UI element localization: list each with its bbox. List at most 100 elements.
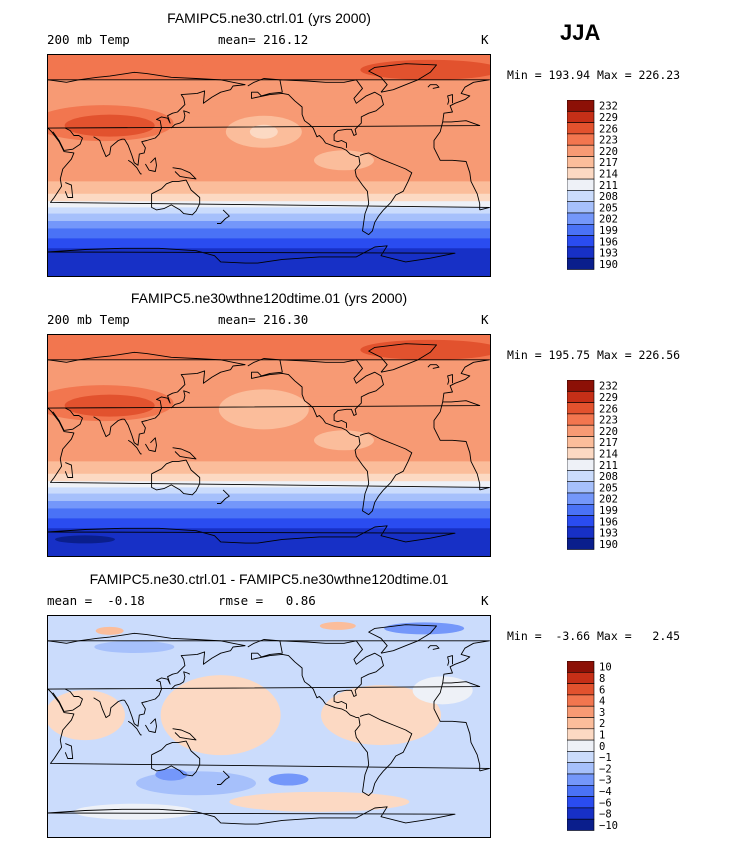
panel-title: FAMIPC5.ne30.ctrl.01 - FAMIPC5.ne30wthne…	[89, 571, 449, 587]
coastline	[93, 136, 125, 158]
coastline	[447, 94, 453, 105]
colorbar-tick-label: 232	[599, 381, 618, 393]
contour-band	[48, 238, 490, 249]
contour-region	[229, 791, 410, 812]
contour-band	[48, 487, 490, 495]
map-plot	[47, 54, 491, 277]
coastline	[354, 713, 413, 797]
coastline	[172, 447, 197, 460]
coastline	[64, 462, 74, 478]
colorbar-tick-label: 226	[599, 123, 618, 135]
colorbar-tick-label: −2	[599, 763, 612, 775]
contour-region	[319, 621, 356, 630]
colorbar-tick-label: 202	[599, 214, 618, 226]
coastline	[354, 152, 413, 236]
colorbar-tick-label: 199	[599, 505, 618, 517]
units-label: K	[481, 593, 489, 608]
contour-region	[249, 124, 278, 139]
coastline	[127, 439, 142, 455]
coastline	[427, 645, 440, 650]
colorbar-swatch	[566, 246, 595, 259]
contour-region	[64, 339, 205, 356]
contour-region	[64, 114, 155, 137]
coastline	[48, 407, 490, 491]
colorbar-swatch	[566, 796, 595, 809]
colorbar-tick-label: 214	[599, 168, 618, 180]
colorbar-swatch	[566, 762, 595, 775]
panel-difference: FAMIPC5.ne30.ctrl.01 - FAMIPC5.ne30wthne…	[0, 571, 733, 853]
coastline	[427, 84, 440, 89]
mean-label: mean= 216.12	[218, 32, 309, 47]
colorbar-swatch	[566, 739, 595, 752]
colorbar-tick-label: 190	[599, 259, 618, 271]
contour-region	[314, 150, 374, 171]
colorbar-tick-label: −6	[599, 797, 612, 809]
colorbar-tick-label: −4	[599, 786, 612, 798]
colorbar-swatch	[566, 773, 595, 786]
map-plot	[47, 334, 491, 557]
colorbar-swatch	[566, 111, 595, 123]
coastline	[48, 806, 456, 825]
coastline	[52, 688, 83, 712]
contour-region	[64, 59, 205, 76]
units-label: K	[481, 32, 489, 47]
contour-band	[48, 473, 490, 482]
coastline	[170, 110, 191, 129]
map-plot	[47, 615, 491, 838]
coastline	[52, 407, 83, 431]
contour-band	[48, 461, 490, 475]
colorbar-swatch	[566, 515, 595, 528]
contour-region	[64, 394, 155, 417]
colorbar-tick-label: 220	[599, 146, 618, 158]
coastline	[172, 728, 197, 741]
contour-region	[136, 771, 256, 796]
coastline	[93, 697, 125, 719]
panel-title: FAMIPC5.ne30wthne120dtime.01 (yrs 2000)	[130, 290, 408, 306]
panel-title: FAMIPC5.ne30.ctrl.01 (yrs 2000)	[167, 10, 371, 26]
colorbar-swatch	[566, 660, 595, 673]
variable-label: 200 mb Temp	[47, 312, 130, 327]
colorbar-tick-label: 196	[599, 516, 618, 528]
colorbar-tick-label: 196	[599, 236, 618, 248]
coastline	[217, 209, 230, 224]
colorbar-swatch	[566, 402, 595, 415]
coastline	[447, 655, 453, 666]
colorbar-swatch	[566, 807, 595, 820]
coastline	[151, 740, 201, 777]
coastline	[368, 624, 437, 654]
colorbar-swatch	[566, 717, 595, 730]
colorbar-swatch	[566, 413, 595, 426]
colorbar-tick-label: 211	[599, 180, 618, 192]
coastline	[48, 120, 481, 129]
coastline	[447, 374, 453, 385]
contour-region	[321, 685, 441, 746]
coastline	[247, 639, 359, 719]
colorbar-swatch	[566, 144, 595, 157]
colorbar-tick-label: 208	[599, 471, 618, 483]
colorbar-tick-label: −8	[599, 809, 612, 821]
coastline	[433, 682, 481, 771]
min-max-label: Min = -3.66 Max = 2.45	[507, 629, 681, 643]
colorbar-swatch	[566, 694, 595, 707]
colorbar: 10 8 6 4 3 2 1 0 −1 −2 −3 −4 −6 −8 −10	[566, 660, 647, 851]
contour-region	[314, 430, 374, 451]
colorbar: 232 229 226 223 220 217 214 211 208 205 202 199 196 1…	[566, 379, 647, 570]
colorbar-tick-label: −3	[599, 775, 612, 787]
contour-band	[48, 213, 490, 222]
colorbar: 232 229 226 223 220 217 214 211 208 205 202 199 196 1…	[566, 99, 647, 290]
coastline	[247, 78, 359, 158]
coastline	[172, 167, 197, 180]
colorbar-swatch	[566, 391, 595, 403]
colorbar-tick-label: 208	[599, 191, 618, 203]
colorbar-tick-label: 205	[599, 482, 618, 494]
coastline	[124, 84, 246, 166]
contour-region	[94, 640, 175, 653]
coastline	[279, 359, 384, 428]
coastline	[124, 364, 246, 446]
contour-region	[48, 690, 125, 741]
coastline	[354, 432, 413, 516]
contour-band	[48, 493, 490, 502]
coastline	[93, 416, 125, 438]
contour-band	[48, 228, 490, 239]
min-max-label: Min = 195.75 Max = 226.56	[507, 348, 681, 362]
